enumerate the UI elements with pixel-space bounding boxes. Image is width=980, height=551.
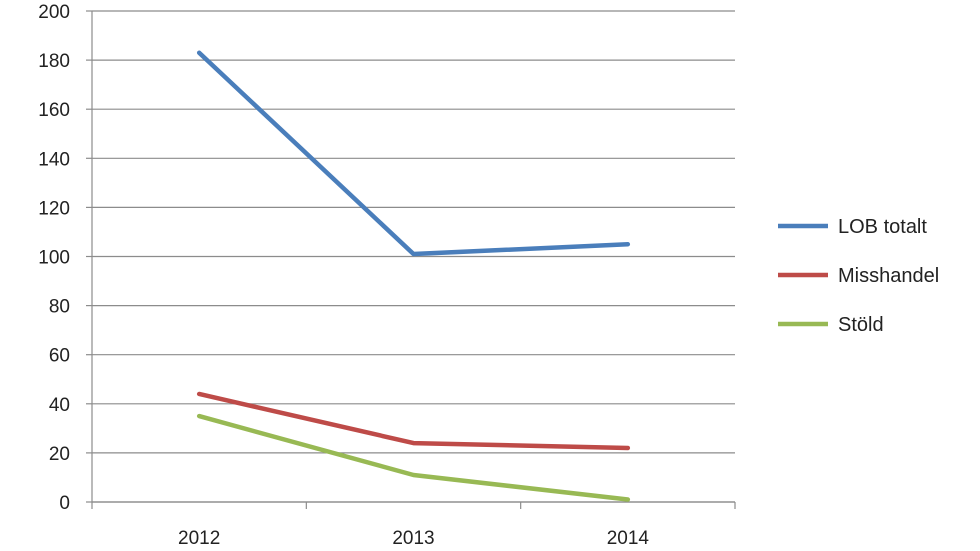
y-tick-label: 200 <box>38 2 70 23</box>
y-tick-label: 20 <box>49 444 70 465</box>
series-lines <box>196 50 631 502</box>
legend-label: Stöld <box>838 314 884 336</box>
x-tick-labels: 2012 2013 2014 <box>178 528 649 549</box>
axes <box>86 10 736 509</box>
series-line <box>196 50 631 257</box>
gridlines <box>92 10 735 503</box>
x-tick-label: 2013 <box>392 528 434 549</box>
series-line <box>196 413 631 502</box>
y-tick-label: 160 <box>38 100 70 121</box>
y-tick-label: 0 <box>59 493 70 514</box>
x-tick-label: 2012 <box>178 528 220 549</box>
x-tick-label: 2014 <box>607 528 650 549</box>
y-tick-label: 80 <box>49 297 70 318</box>
y-tick-label: 40 <box>49 395 70 416</box>
legend-label: Misshandel <box>838 265 939 287</box>
y-tick-label: 100 <box>38 248 70 269</box>
y-tick-label: 180 <box>38 51 70 72</box>
y-tick-label: 60 <box>49 346 70 367</box>
y-tick-label: 120 <box>38 198 70 219</box>
y-tick-labels: 0 20 40 60 80 100 120 140 160 180 200 <box>38 2 70 514</box>
series-line <box>196 391 631 451</box>
y-tick-label: 140 <box>38 149 70 170</box>
legend: LOB totalt Misshandel Stöld <box>778 216 939 336</box>
legend-label: LOB totalt <box>838 216 927 238</box>
